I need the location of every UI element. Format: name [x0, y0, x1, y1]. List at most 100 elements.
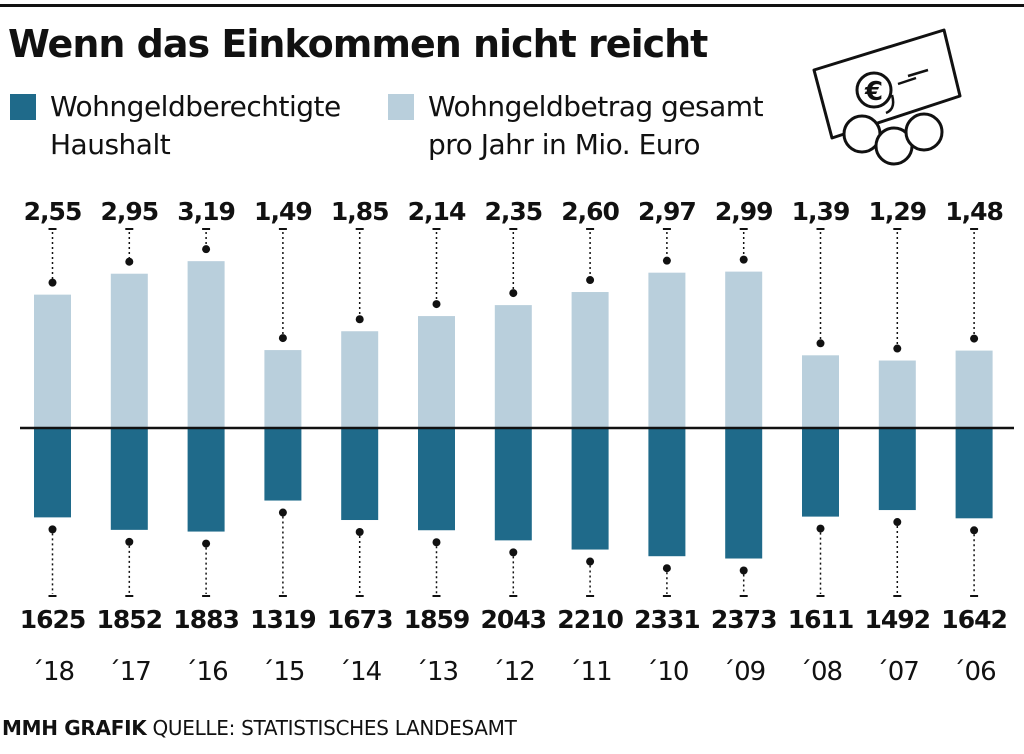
leader-dot [355, 528, 364, 537]
leader-dot [816, 524, 825, 533]
bar-households [955, 428, 993, 519]
bar-amount [955, 350, 993, 428]
data-label-households: 1883 [173, 605, 239, 634]
bar-amount [648, 272, 686, 428]
data-label-households: 1852 [97, 605, 163, 634]
data-label-households: 2373 [711, 605, 777, 634]
leader-dot [893, 518, 902, 527]
bar-households [341, 428, 379, 521]
leader-dot [125, 537, 134, 546]
x-tick-label: ´11 [569, 657, 612, 687]
leader-dot [662, 564, 671, 573]
bar-amount [34, 294, 71, 428]
bar-households [264, 428, 302, 501]
legend-swatch-households [10, 94, 36, 120]
data-label-amount: 1,39 [792, 197, 850, 226]
leader-dot [278, 334, 287, 343]
svg-text:€: € [864, 77, 883, 107]
legend-label-amount: Wohngeldbetrag gesamt pro Jahr in Mio. E… [428, 90, 764, 161]
bar-amount [571, 292, 609, 428]
bar-households [494, 428, 532, 541]
x-tick-label: ´17 [108, 657, 151, 687]
bar-amount [418, 316, 455, 428]
bar-amount [802, 355, 839, 428]
data-label-amount: 2,95 [100, 197, 158, 226]
leader-dot [970, 334, 979, 343]
bar-households [187, 428, 225, 532]
leader-dot [586, 276, 595, 285]
bar-amount [110, 273, 148, 428]
bar-households [34, 428, 71, 518]
bar-amount [878, 360, 916, 428]
x-tick-label: ´10 [645, 657, 688, 687]
legend-swatch-amount [388, 94, 414, 120]
data-label-households: 1319 [250, 605, 316, 634]
bar-households [802, 428, 839, 517]
footer-source: QUELLE: STATISTISCHES LANDESAMT [152, 716, 517, 740]
leader-dot [739, 255, 748, 264]
x-tick-label: ´16 [185, 657, 228, 687]
x-tick-label: ´18 [31, 657, 74, 687]
data-label-amount: 1,49 [254, 197, 312, 226]
data-label-households: 1625 [20, 605, 86, 634]
x-tick-label: ´07 [876, 657, 919, 687]
leader-dot [662, 256, 671, 265]
leader-dot [278, 508, 287, 517]
x-tick-label: ´15 [261, 657, 304, 687]
data-label-amount: 1,29 [868, 197, 926, 226]
data-label-amount: 3,19 [177, 197, 235, 226]
x-tick-label: ´08 [799, 657, 842, 687]
leader-dot [816, 339, 825, 348]
leader-dot [739, 566, 748, 575]
data-label-households: 2331 [634, 605, 700, 634]
leader-dot [586, 557, 595, 566]
data-label-households: 1673 [327, 605, 393, 634]
x-tick-label: ´13 [415, 657, 458, 687]
leader-dot [202, 539, 211, 548]
bar-households [571, 428, 609, 550]
data-label-amount: 2,97 [638, 197, 696, 226]
data-label-amount: 1,48 [945, 197, 1003, 226]
leader-dot [125, 257, 134, 266]
bar-amount [264, 350, 302, 428]
bar-amount [341, 331, 379, 428]
leader-dot [893, 344, 902, 353]
leader-dot [509, 548, 518, 557]
data-label-households: 1611 [788, 605, 854, 634]
data-label-amount: 1,85 [331, 197, 389, 226]
data-label-amount: 2,14 [408, 197, 466, 226]
leader-dot [970, 526, 979, 535]
leader-dot [432, 538, 441, 547]
bars-group: 2,55 1625 ´18 2,95 1852 ´17 3,19 1883 ´16 1,49 131… [20, 197, 1008, 687]
legend-item-amount: Wohngeldbetrag gesamt pro Jahr in Mio. E… [388, 88, 764, 164]
leader-dot [48, 278, 57, 287]
leader-dot [355, 315, 364, 324]
x-tick-label: ´12 [492, 657, 535, 687]
bar-households [648, 428, 686, 557]
top-rule [0, 4, 1024, 7]
chart-title: Wenn das Einkommen nicht reicht [8, 22, 708, 66]
x-tick-label: ´09 [722, 657, 765, 687]
bar-households [418, 428, 455, 531]
data-label-amount: 2,55 [24, 197, 82, 226]
footer: MMH GRAFIK QUELLE: STATISTISCHES LANDESA… [2, 716, 517, 740]
bar-households [725, 428, 763, 559]
data-label-households: 2210 [557, 605, 623, 634]
legend-item-households: Wohngeldberechtigte Haushalt [10, 88, 341, 164]
bar-households [110, 428, 148, 530]
bar-amount [187, 261, 225, 428]
leader-dot [48, 525, 57, 534]
leader-dot [509, 289, 518, 298]
data-label-households: 2043 [481, 605, 547, 634]
data-label-households: 1642 [941, 605, 1007, 634]
euro-banknote-coins-icon: € [812, 28, 962, 166]
x-tick-label: ´06 [953, 657, 996, 687]
leader-dot [202, 245, 211, 254]
data-label-households: 1492 [865, 605, 931, 634]
bar-amount [494, 305, 532, 428]
x-tick-label: ´14 [338, 657, 382, 687]
data-label-amount: 2,35 [484, 197, 542, 226]
data-label-households: 1859 [404, 605, 470, 634]
